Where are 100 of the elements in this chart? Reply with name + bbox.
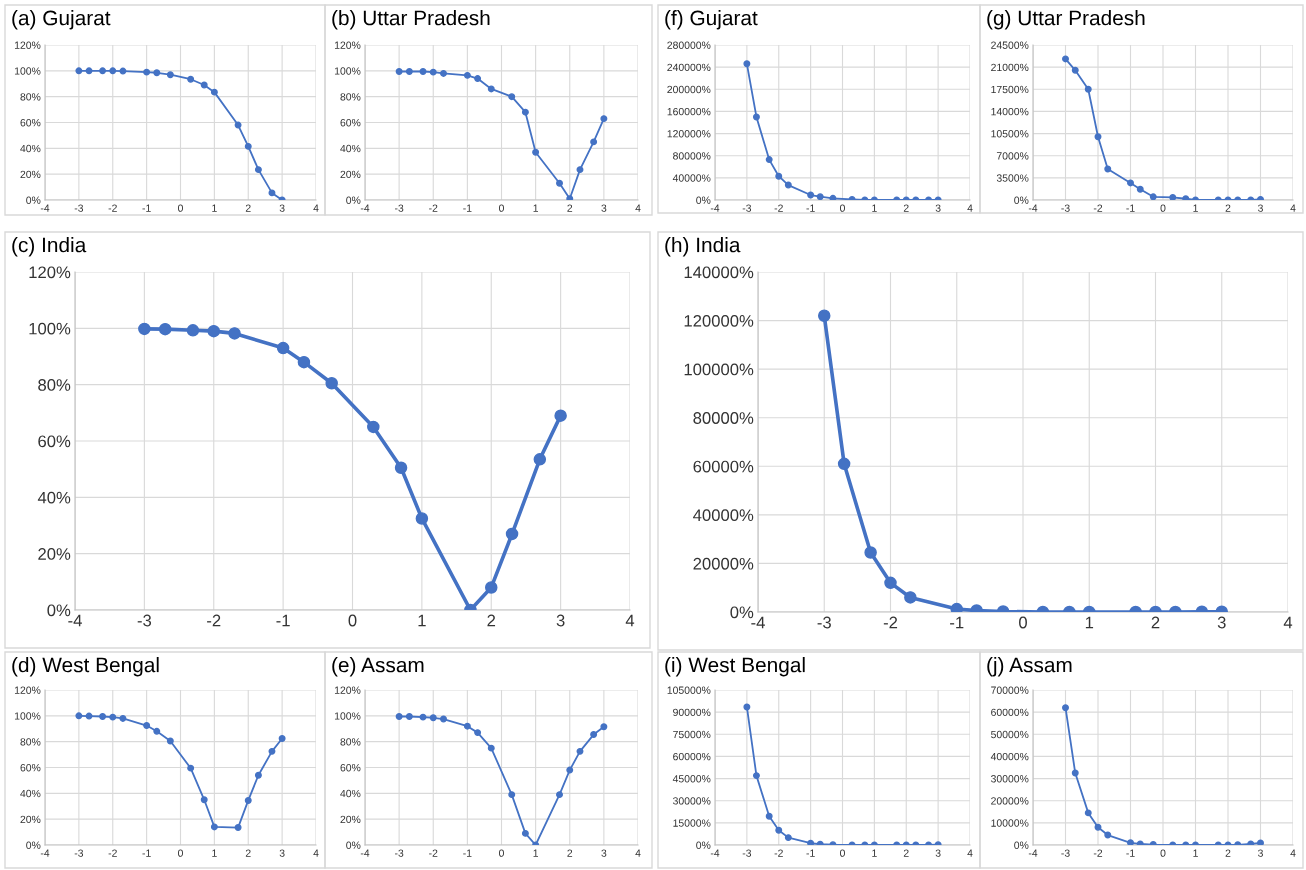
y-tick-label: 60% xyxy=(340,119,361,127)
point xyxy=(590,731,598,739)
point xyxy=(200,81,208,89)
y-tick-label: 100000% xyxy=(684,363,754,376)
chart-title: (a) Gujarat xyxy=(12,10,111,30)
point xyxy=(1127,839,1134,845)
y-tick-label: 15000% xyxy=(673,819,711,827)
point xyxy=(576,747,584,755)
point xyxy=(807,191,815,199)
x-tick-label: 4 xyxy=(1290,849,1296,857)
point xyxy=(1084,809,1092,817)
y-tick-label: 90000% xyxy=(673,708,711,717)
y-tick-label: 100% xyxy=(29,322,71,335)
point xyxy=(210,88,218,96)
point xyxy=(166,737,174,745)
y-tick-label: 40% xyxy=(37,491,71,504)
point xyxy=(440,715,447,723)
point xyxy=(784,181,792,189)
y-tick-label: 60% xyxy=(340,764,361,772)
point xyxy=(228,327,241,340)
point xyxy=(554,409,567,422)
x-tick-label: -3 xyxy=(394,849,404,857)
y-tick-label: 40000% xyxy=(990,752,1029,761)
x-tick-label: 2 xyxy=(567,204,573,212)
x-tick-label: 1 xyxy=(1193,849,1198,857)
chart-title: (d) West Bengal xyxy=(12,657,159,677)
y-tick-label: 160000% xyxy=(667,107,711,116)
point xyxy=(99,713,107,720)
y-tick-label: 3500% xyxy=(996,174,1029,182)
point xyxy=(395,68,403,75)
point xyxy=(487,744,495,752)
point xyxy=(234,121,242,129)
point xyxy=(143,68,151,76)
point xyxy=(440,69,447,77)
x-tick-label: -2 xyxy=(429,204,438,212)
y-tick-label: 0% xyxy=(1014,841,1029,849)
point xyxy=(158,322,172,336)
point xyxy=(429,714,437,722)
x-tick-label: 2 xyxy=(487,614,496,627)
x-tick-label: 0 xyxy=(348,614,357,627)
point xyxy=(752,772,760,780)
y-tick-label: 7000% xyxy=(996,152,1029,160)
point xyxy=(816,193,824,200)
point xyxy=(600,723,608,731)
x-tick-label: -4 xyxy=(1028,849,1038,857)
y-tick-label: 60000% xyxy=(673,752,711,761)
x-tick-label: -1 xyxy=(806,849,815,857)
y-tick-label: 100% xyxy=(334,712,361,720)
point xyxy=(75,67,83,75)
chart-title: (j) Assam xyxy=(987,657,1072,677)
point xyxy=(278,734,286,742)
point xyxy=(556,179,563,187)
x-tick-label: -2 xyxy=(1093,849,1103,857)
x-tick-label: 4 xyxy=(1283,616,1293,629)
y-tick-label: 50000% xyxy=(991,730,1029,739)
point xyxy=(187,75,195,83)
point xyxy=(1071,66,1079,74)
point xyxy=(590,138,598,146)
y-tick-label: 40% xyxy=(340,789,361,798)
x-tick-label: 1 xyxy=(212,849,217,857)
y-tick-label: 100% xyxy=(14,712,41,720)
point xyxy=(1094,823,1102,831)
point xyxy=(508,791,516,799)
y-tick-label: 80% xyxy=(20,93,41,101)
point xyxy=(950,602,964,612)
x-tick-label: -3 xyxy=(137,614,152,627)
y-tick-label: 60% xyxy=(20,764,41,772)
y-tick-label: 60% xyxy=(20,119,41,127)
x-tick-label: 3 xyxy=(935,204,941,212)
chart-title: (f) Gujarat xyxy=(665,10,758,30)
point xyxy=(186,324,200,337)
point xyxy=(244,142,252,150)
point xyxy=(1062,55,1069,63)
point xyxy=(187,764,195,772)
x-tick-label: -4 xyxy=(40,204,50,212)
point xyxy=(743,60,751,68)
x-tick-label: -1 xyxy=(142,849,151,857)
y-tick-label: 20% xyxy=(20,815,41,824)
x-tick-label: -2 xyxy=(774,849,783,857)
point xyxy=(297,355,311,369)
y-tick-label: 40000% xyxy=(693,509,754,522)
point xyxy=(419,68,427,75)
x-tick-label: -1 xyxy=(806,204,815,212)
x-tick-label: 3 xyxy=(935,849,941,857)
y-tick-label: 105000% xyxy=(667,686,711,694)
chart-title: (h) India xyxy=(665,237,741,257)
point xyxy=(276,341,290,355)
x-tick-label: 2 xyxy=(903,849,909,857)
y-tick-label: 120% xyxy=(14,41,41,49)
x-tick-label: 0 xyxy=(178,849,183,857)
point xyxy=(463,722,471,730)
y-tick-label: 80% xyxy=(38,379,71,391)
x-tick-label: 1 xyxy=(212,204,217,212)
point xyxy=(775,172,783,180)
x-tick-label: -4 xyxy=(710,849,720,857)
y-tick-label: 30000% xyxy=(991,775,1029,783)
point xyxy=(254,771,262,779)
y-tick-label: 10500% xyxy=(991,130,1029,138)
chart-title: (c) India xyxy=(12,237,87,257)
point xyxy=(484,581,498,594)
